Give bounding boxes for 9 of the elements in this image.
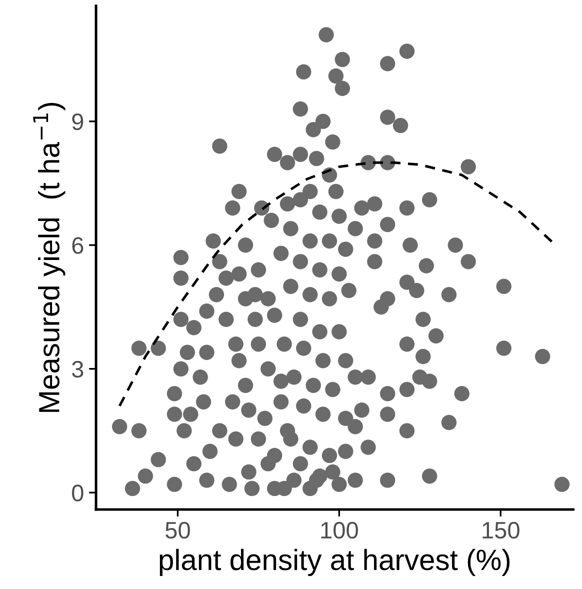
y-tick-label: 9 bbox=[72, 113, 84, 130]
x-axis-title: plant density at harvest (%) bbox=[160, 548, 510, 576]
x-tick-label: 50 bbox=[166, 522, 190, 539]
x-tick-label: 150 bbox=[482, 522, 520, 539]
x-tick-label: 100 bbox=[321, 522, 358, 539]
y-tick-label: 0 bbox=[72, 484, 84, 502]
y-tick-label: 6 bbox=[72, 237, 84, 254]
y-tick-label: 3 bbox=[72, 360, 84, 378]
y-axis-title: Measured yield (t ha$^{−1}$) bbox=[33, 102, 66, 412]
